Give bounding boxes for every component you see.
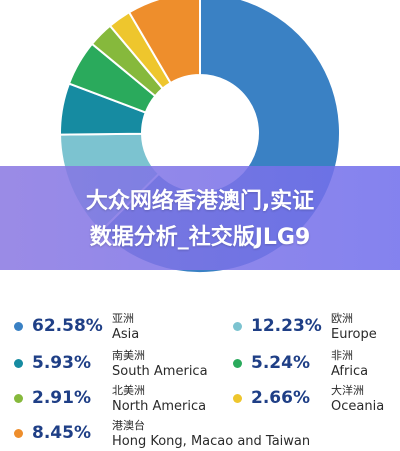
legend-percent: 5.93% (32, 353, 91, 373)
legend-percent: 5.24% (251, 353, 310, 373)
legend-name-en: North America (112, 399, 207, 414)
legend-dot (14, 429, 23, 438)
legend-dot (233, 359, 242, 368)
legend-percent: 2.91% (32, 388, 91, 408)
legend-name-en: Africa (331, 364, 369, 379)
legend-name-cn: 亚洲 (112, 312, 134, 325)
legend-item-hong-kong-macao-taiwan: 8.45% 港澳台 Hong Kong, Macao and Taiwan (14, 415, 394, 451)
legend-item-north-america: 2.91% 北美洲 North America (14, 380, 214, 416)
legend-item-south-america: 5.93% 南美洲 South America (14, 345, 214, 381)
legend-dot (14, 394, 23, 403)
legend-percent: 12.23% (251, 316, 322, 336)
legend-name-cn: 欧洲 (331, 312, 353, 325)
banner-title-line-2: 数据分析_社交版JLG9 (89, 225, 311, 250)
donut-slice-hong-kong-macao-and-taiwan (127, 0, 201, 85)
legend-name-en: Europe (331, 327, 377, 342)
legend-item-europe: 12.23% 欧洲 Europe (233, 308, 393, 344)
legend-name-cn: 港澳台 (112, 419, 145, 432)
legend-name-cn: 非洲 (331, 349, 353, 362)
legend-item-asia: 62.58% 亚洲 Asia (14, 308, 214, 344)
legend-name-en: South America (112, 364, 208, 379)
banner-title-line-1: 大众网络香港澳门,实证 (85, 189, 315, 214)
legend-percent: 8.45% (32, 423, 91, 443)
legend-percent: 62.58% (32, 316, 103, 336)
legend-item-africa: 5.24% 非洲 Africa (233, 345, 393, 381)
legend-name-cn: 北美洲 (112, 384, 145, 397)
legend-dot (233, 394, 242, 403)
legend-item-oceania: 2.66% 大洋洲 Oceania (233, 380, 393, 416)
legend-name-cn: 南美洲 (112, 349, 145, 362)
legend-name-en: Asia (112, 327, 140, 342)
chart-legend: 62.58% 亚洲 Asia 12.23% 欧洲 Europe 5.93% 南美… (0, 300, 400, 449)
legend-dot (233, 322, 242, 331)
legend-name-en: Hong Kong, Macao and Taiwan (112, 434, 311, 449)
legend-name-cn: 大洋洲 (331, 384, 364, 397)
legend-percent: 2.66% (251, 388, 310, 408)
title-banner (0, 166, 400, 270)
legend-name-en: Oceania (331, 399, 385, 414)
legend-dot (14, 359, 23, 368)
legend-dot (14, 322, 23, 331)
